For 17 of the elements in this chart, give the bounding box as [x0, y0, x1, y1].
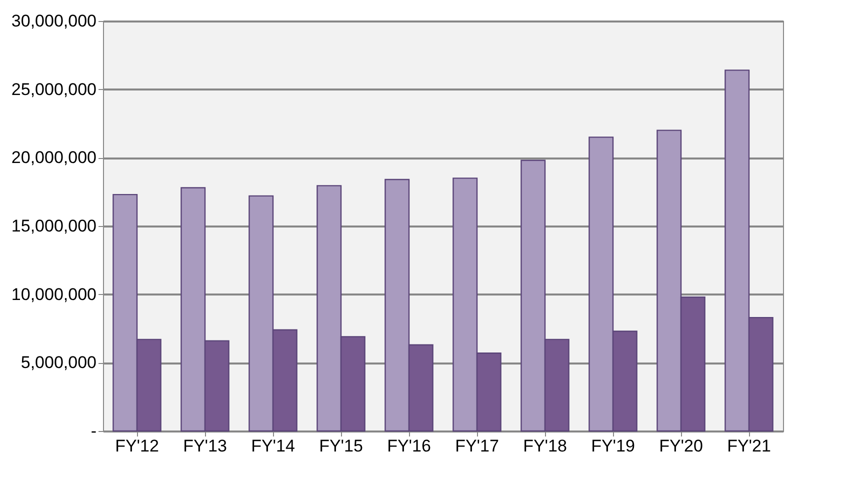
y-tick-label: 10,000,000: [11, 284, 96, 304]
y-tick-label: -: [90, 422, 96, 440]
y-tick-label: 20,000,000: [11, 148, 96, 168]
x-tick-label: FY'14: [251, 436, 295, 456]
x-tick-label: FY'12: [115, 436, 159, 456]
y-tick-label: 15,000,000: [11, 216, 96, 236]
y-tick-label: 5,000,000: [20, 353, 96, 372]
x-tick-label: FY'21: [727, 436, 771, 456]
y-tick-label: 25,000,000: [11, 80, 96, 99]
x-tick-label: FY'20: [659, 436, 703, 456]
x-tick-label: FY'17: [455, 436, 499, 456]
y-tick-label: 30,000,000: [11, 12, 96, 30]
x-tick-label: FY'19: [591, 436, 635, 456]
x-tick-label: FY'16: [387, 436, 431, 456]
x-tick-label: FY'13: [183, 436, 227, 456]
x-tick-label: FY'18: [523, 436, 567, 456]
x-tick-label: FY'15: [319, 436, 363, 456]
